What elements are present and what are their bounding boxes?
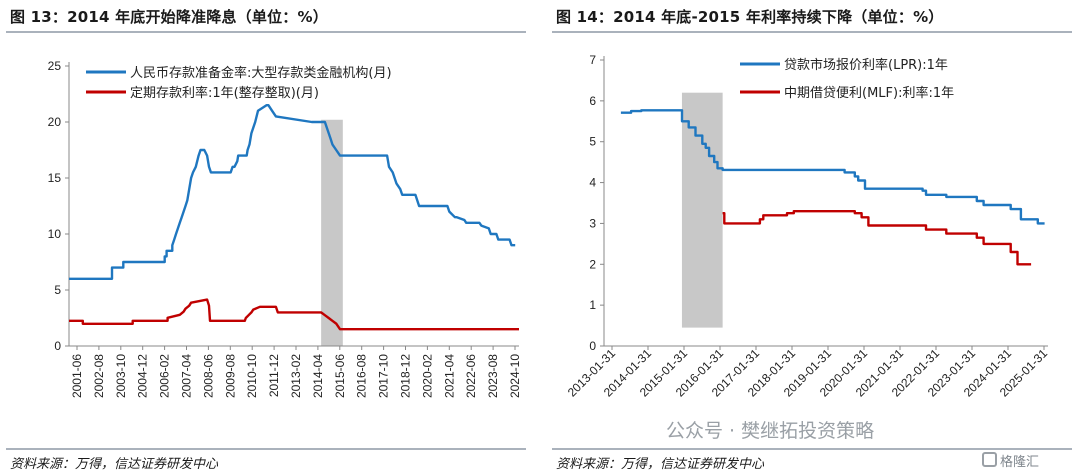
y-tick-label: 0 [589, 339, 596, 353]
chart-panel-right: 图 14：2014 年底-2015 年利率持续下降（单位：%） 0 1 2 3 4 5 6 7… [552, 0, 1080, 472]
title-rule-right [552, 31, 1072, 33]
x-tick-label: 2006-02 [158, 354, 172, 398]
x-tick-label: 2023-08 [486, 354, 500, 398]
y-tick-label: 5 [54, 283, 61, 297]
source-note-left: 资料来源：万得，信达证券研发中心 [10, 457, 219, 472]
legend-label-2: 定期存款利率:1年(整存整取)(月) [130, 85, 319, 101]
x-tick-label: 2008-06 [201, 354, 215, 398]
y-tick-label: 10 [48, 227, 62, 241]
legend-label-1: 人民币存款准备金率:大型存款类金融机构(月) [130, 65, 392, 81]
series-line-2 [722, 210, 1032, 266]
series-line-2 [69, 298, 519, 331]
watermark-text: 公众号 · 樊继拓投资策略 [666, 420, 875, 442]
x-tick-label: 2020-02 [420, 354, 434, 398]
legend-label-1: 贷款市场报价利率(LPR):1年 [784, 57, 948, 73]
chart-title-right: 图 14：2014 年底-2015 年利率持续下降（单位：%） [556, 8, 944, 26]
source-note-right: 资料来源：万得，信达证券研发中心 [556, 457, 765, 472]
x-tick-label: 2022-06 [464, 354, 478, 398]
x-tick-label: 2004-12 [136, 354, 150, 398]
shaded-period [321, 119, 343, 346]
line-chart-left: 0 5 10 15 20 25 2001-06 2002-08 2003-10 2004-12 20… [48, 59, 522, 398]
x-tick-label: 2014-04 [311, 354, 325, 398]
legend-label-2: 中期借贷便利(MLF):利率:1年 [784, 85, 954, 101]
x-tick-label: 2016-08 [355, 354, 369, 398]
watermark-brand: 格隆汇 [1000, 455, 1040, 470]
shaded-period [681, 92, 723, 328]
x-tick-label: 2007-04 [180, 354, 194, 398]
x-tick-label: 2024-10 [508, 354, 522, 398]
y-tick-label: 25 [48, 59, 62, 73]
x-tick-label: 2017-10 [377, 354, 391, 398]
x-tick-label: 2021-04 [442, 354, 456, 398]
y-tick-label: 20 [48, 115, 62, 129]
footer-rule-left [6, 448, 526, 450]
chart-panel-left: 图 13：2014 年底开始降准降息（单位：%） 0 5 10 15 20 25 2001-… [6, 0, 534, 472]
y-tick-label: 6 [589, 94, 596, 108]
x-tick-label: 2015-06 [333, 354, 347, 398]
x-tick-label: 2002-08 [92, 354, 106, 398]
x-tick-label: 2013-02 [289, 354, 303, 398]
chart-title-left: 图 13：2014 年底开始降准降息（单位：%） [10, 8, 328, 26]
line-chart-right: 012345672013-01-312014-01-312015-01-3120… [565, 53, 1051, 400]
y-tick-label: 15 [48, 171, 62, 185]
y-tick-label: 7 [589, 53, 596, 67]
x-tick-label: 2010-10 [245, 354, 259, 398]
y-tick-label: 4 [589, 176, 596, 190]
series-line-1 [620, 109, 1045, 225]
y-tick-label: 1 [589, 298, 596, 312]
x-tick-label: 2001-06 [70, 354, 84, 398]
x-tick-label: 2018-12 [399, 354, 413, 398]
footer-rule-right [552, 448, 1072, 450]
title-rule-left [6, 31, 526, 33]
y-tick-label: 5 [589, 135, 596, 149]
x-tick-label: 2011-12 [267, 354, 281, 397]
x-tick-label: 2003-10 [114, 354, 128, 398]
brand-logo-icon [982, 452, 997, 467]
series-line-1 [69, 104, 516, 280]
x-tick-label: 2009-08 [223, 354, 237, 398]
y-tick-label: 2 [589, 257, 596, 271]
y-tick-label: 0 [54, 339, 61, 353]
y-tick-label: 3 [589, 216, 596, 230]
